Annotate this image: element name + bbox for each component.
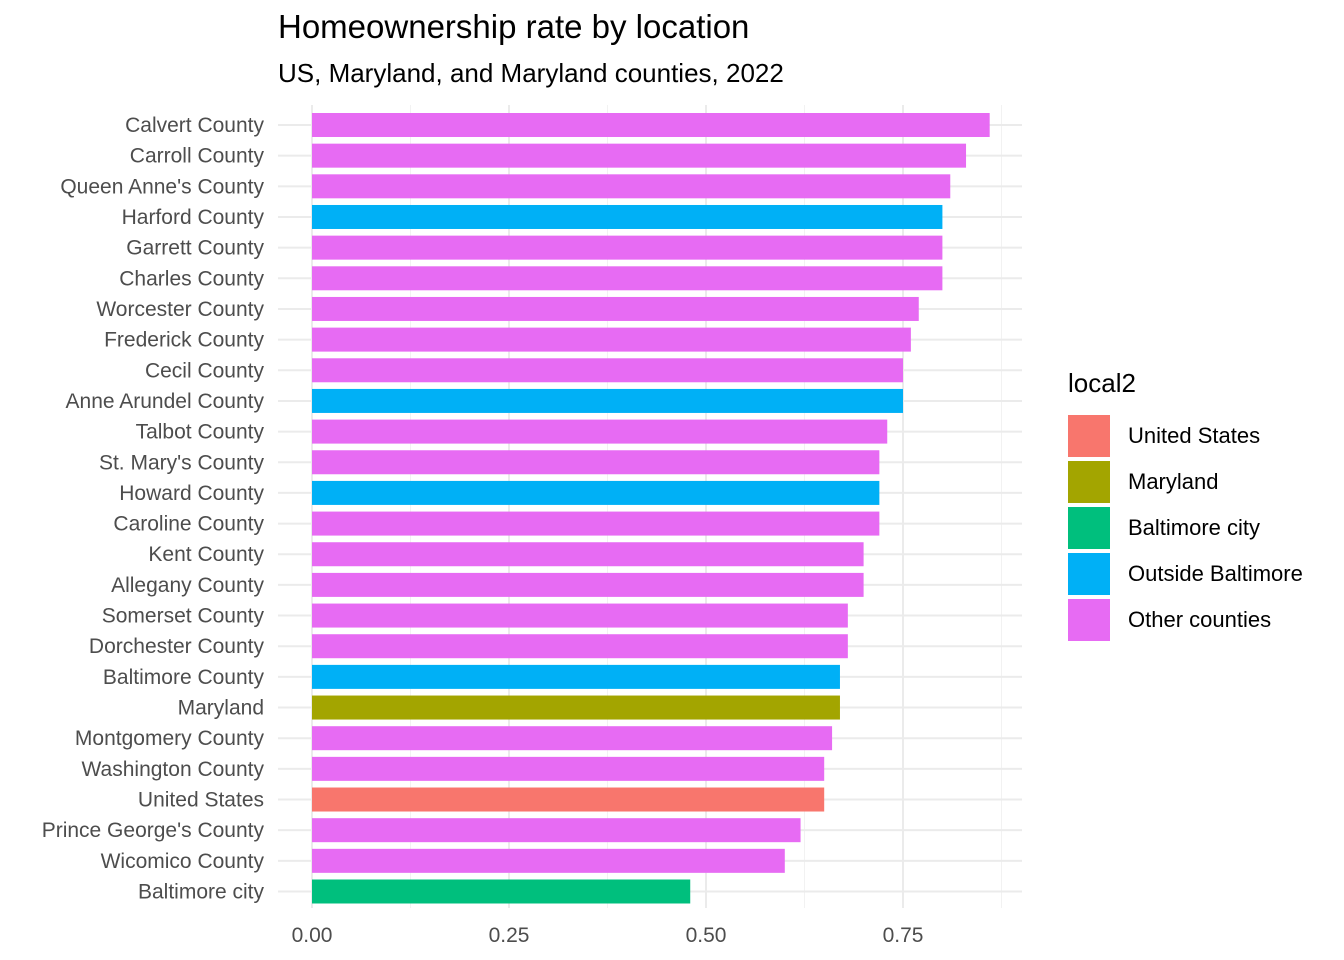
x-tick-label: 0.50 — [686, 924, 727, 947]
legend-title: local2 — [1068, 368, 1136, 398]
x-tick-label: 0.00 — [292, 924, 333, 947]
legend-swatch — [1068, 415, 1110, 457]
bar — [312, 296, 919, 321]
bar — [312, 143, 967, 168]
bar — [312, 358, 903, 383]
category-label: Kent County — [148, 543, 264, 566]
category-label: Washington County — [82, 758, 265, 781]
bar — [312, 113, 990, 137]
category-label: Calvert County — [125, 114, 264, 137]
category-label: Garrett County — [126, 237, 264, 260]
legend-swatch — [1068, 599, 1110, 641]
category-label: Baltimore County — [103, 666, 265, 689]
category-label: Prince George's County — [42, 819, 265, 842]
category-label: Carroll County — [130, 145, 265, 168]
legend-label: Other counties — [1128, 607, 1272, 632]
legend-label: United States — [1128, 423, 1261, 448]
x-tick-label: 0.75 — [883, 924, 924, 947]
bar — [312, 327, 911, 352]
category-label: St. Mary's County — [99, 451, 265, 474]
category-label: Talbot County — [136, 421, 265, 444]
category-label: Wicomico County — [101, 850, 265, 873]
bar — [312, 511, 880, 536]
category-label: Cecil County — [145, 359, 265, 382]
bar — [312, 235, 943, 260]
category-label: Anne Arundel County — [66, 390, 265, 413]
bar — [312, 450, 880, 475]
bar — [312, 204, 943, 229]
bar — [312, 695, 840, 720]
category-label: Queen Anne's County — [60, 175, 264, 198]
bar — [312, 542, 864, 567]
chart-title: Homeownership rate by location — [278, 8, 750, 45]
legend: local2 United States Maryland Baltimore ci… — [1068, 368, 1303, 643]
legend-swatch — [1068, 507, 1110, 549]
bar — [312, 879, 691, 904]
category-label: Harford County — [122, 206, 265, 229]
legend-swatch — [1068, 553, 1110, 595]
legend-item: United States — [1068, 413, 1303, 459]
category-label: Maryland — [178, 697, 264, 720]
legend-item: Maryland — [1068, 459, 1303, 505]
category-label: Dorchester County — [89, 635, 265, 658]
category-label: Howard County — [119, 482, 264, 505]
bar — [312, 603, 848, 628]
legend-swatch — [1068, 461, 1110, 503]
bar — [312, 419, 888, 444]
bar — [312, 787, 825, 812]
category-label: Montgomery County — [75, 727, 265, 750]
x-tick-label: 0.25 — [489, 924, 530, 947]
legend-label: Maryland — [1128, 469, 1219, 494]
category-label: Somerset County — [102, 605, 265, 628]
bar — [312, 572, 864, 597]
bar — [312, 726, 833, 751]
bar — [312, 174, 951, 199]
bar — [312, 756, 825, 781]
category-label: Allegany County — [111, 574, 264, 597]
bar — [312, 818, 801, 843]
category-label: Charles County — [119, 267, 264, 290]
category-label: Worcester County — [96, 298, 264, 321]
legend-label: Outside Baltimore — [1128, 561, 1303, 586]
legend-item: Baltimore city — [1068, 505, 1303, 551]
category-label: Caroline County — [113, 513, 264, 536]
bar — [312, 664, 840, 689]
bar — [312, 388, 903, 413]
legend-item: Outside Baltimore — [1068, 551, 1303, 597]
legend-item: Other counties — [1068, 597, 1303, 643]
category-label: United States — [138, 789, 264, 812]
bar — [312, 848, 785, 873]
bar — [312, 480, 880, 505]
category-label: Frederick County — [104, 329, 264, 352]
bar — [312, 634, 848, 659]
category-label: Baltimore city — [138, 881, 265, 904]
chart-subtitle: US, Maryland, and Maryland counties, 202… — [278, 58, 784, 88]
bar — [312, 266, 943, 291]
legend-label: Baltimore city — [1128, 515, 1261, 540]
